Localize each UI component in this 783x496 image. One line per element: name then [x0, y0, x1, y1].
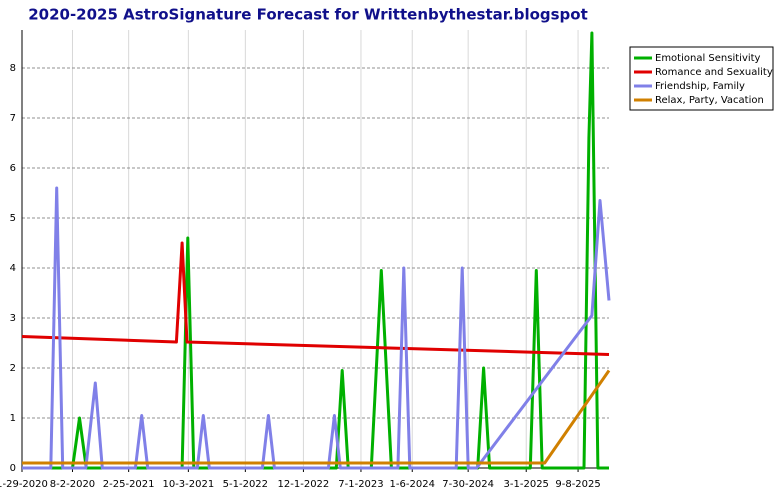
y-tick-label: 7	[10, 113, 16, 124]
x-tick-label: 8-2-2020	[50, 479, 95, 490]
legend-label: Romance and Sexuality	[655, 67, 773, 78]
x-tick-label: 3-1-2025	[504, 479, 549, 490]
series-line	[21, 241, 610, 356]
y-tick-label: 6	[10, 163, 16, 174]
y-tick-label: 1	[10, 413, 16, 424]
legend-label: Relax, Party, Vacation	[655, 95, 764, 106]
y-tick-label: 3	[10, 313, 16, 324]
series-line	[22, 369, 611, 465]
y-tick-label: 5	[10, 213, 16, 224]
plot-area	[22, 30, 609, 468]
x-tick-label: 5-1-2022	[223, 479, 268, 490]
x-tick-label: 1-6-2024	[390, 479, 435, 490]
x-tick-label: 1-29-2020	[0, 479, 48, 490]
legend-label: Friendship, Family	[655, 81, 745, 92]
x-tick-label: 9-8-2025	[555, 479, 600, 490]
x-tick-label: 2-25-2021	[103, 479, 155, 490]
x-tick-label: 7-30-2024	[442, 479, 494, 490]
series-line	[22, 186, 611, 470]
x-tick-label: 7-1-2023	[338, 479, 383, 490]
y-tick-label: 8	[10, 63, 16, 74]
legend-label: Emotional Sensitivity	[655, 53, 761, 64]
x-tick-label: 12-1-2022	[278, 479, 330, 490]
legend-box	[629, 46, 774, 111]
y-tick-label: 4	[10, 263, 16, 274]
y-tick-label: 2	[10, 363, 16, 374]
x-tick-label: 10-3-2021	[162, 479, 214, 490]
y-tick-label: 0	[10, 463, 16, 474]
chart-title: 2020-2025 AstroSignature Forecast for Wr…	[28, 6, 588, 24]
